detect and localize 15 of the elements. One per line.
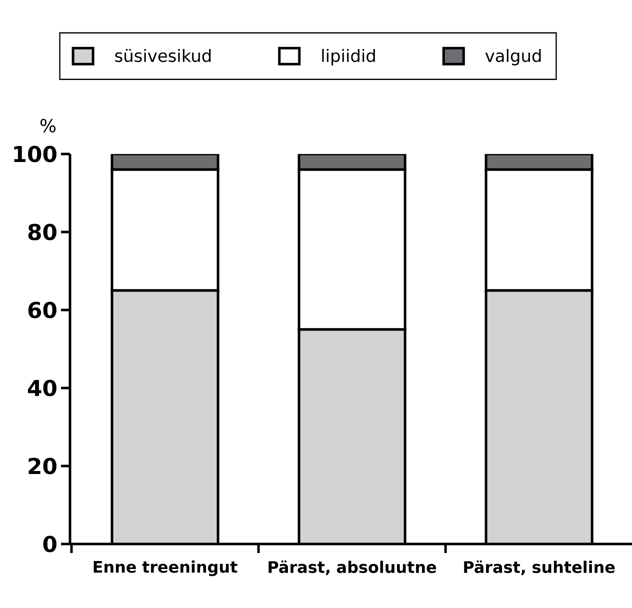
- y-tick-label: 60: [28, 302, 56, 318]
- bar: [299, 329, 406, 544]
- x-tick-label: Pärast, suhteline: [464, 560, 615, 576]
- legend-label: valgud: [485, 48, 541, 66]
- y-tick-label: 100: [14, 146, 56, 162]
- x-tick-label: Enne treeningut: [94, 560, 238, 576]
- legend-label: süsivesikud: [115, 48, 211, 62]
- y-tick-label: 80: [28, 224, 56, 240]
- x-tick-label: Pärast, absoluutne: [268, 560, 436, 576]
- y-tick-label: 0: [43, 536, 56, 552]
- legend-label: lipiidid: [322, 48, 375, 66]
- bar: [112, 290, 218, 544]
- y-tick-label: 40: [28, 380, 56, 396]
- y-tick-label: 20: [28, 458, 56, 474]
- y-axis-title: %: [40, 118, 56, 132]
